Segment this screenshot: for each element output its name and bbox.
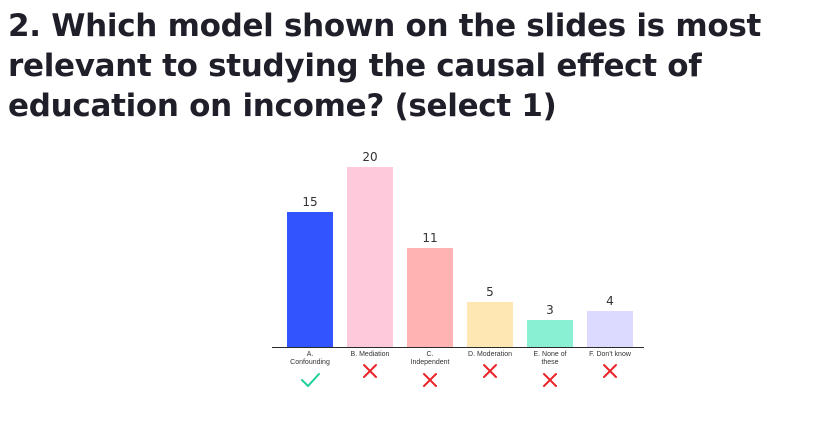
category-label: E. None of these	[533, 351, 566, 366]
cross-icon	[483, 364, 497, 378]
category-label: B. Mediation	[351, 351, 390, 358]
bar-4	[467, 302, 513, 347]
bar-value-label: 3	[546, 303, 554, 317]
bar-value-label: 20	[362, 150, 377, 164]
category-label: D. Moderation	[468, 351, 512, 358]
cross-icon	[423, 373, 437, 387]
bar-value-label: 4	[606, 294, 614, 308]
bar-3	[407, 248, 453, 347]
bar-5	[527, 320, 573, 347]
cross-icon	[363, 364, 377, 378]
bar-1	[287, 212, 333, 347]
category-label: F. Don't know	[589, 351, 632, 358]
check-icon	[301, 373, 320, 387]
question-title: 2. Which model shown on the slides is mo…	[8, 8, 761, 124]
bar-value-label: 15	[302, 195, 317, 209]
bar-6	[587, 311, 633, 347]
category-label: C. Independent	[411, 351, 450, 366]
category-label: A. Confounding	[290, 351, 330, 366]
bar-value-label: 11	[422, 231, 437, 245]
bar-value-label: 5	[486, 285, 494, 299]
cross-icon	[603, 364, 617, 378]
cross-icon	[543, 373, 557, 387]
bar-2	[347, 167, 393, 347]
